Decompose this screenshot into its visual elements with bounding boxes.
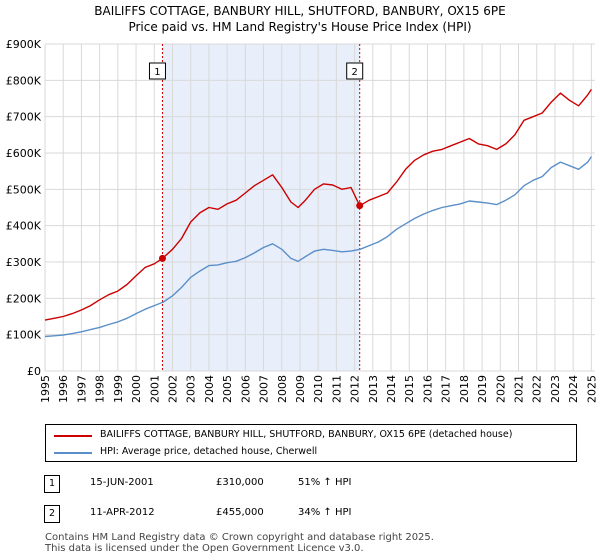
x-tick-label: 2022 [531,375,544,403]
y-tick-label: £400K [6,220,42,233]
x-tick-label: 2024 [567,375,580,403]
x-tick-label: 2003 [185,375,198,403]
x-tick-label: 2025 [585,375,598,403]
x-tick-label: 2023 [549,375,562,403]
sale-row-1: 1 15-JUN-2001 £310,000 51% ↑ HPI [0,475,600,495]
x-tick-label: 2012 [349,375,362,403]
y-tick-label: £200K [6,292,42,305]
y-tick-label: £700K [6,111,42,124]
x-tick-label: 2018 [458,375,471,403]
legend-label-hpi: HPI: Average price, detached house, Cher… [100,446,318,457]
x-tick-label: 2010 [312,375,325,403]
x-tick-label: 2009 [294,375,307,403]
legend-swatch-property [54,435,92,437]
sale-badge: 2 [44,505,60,523]
x-tick-label: 2006 [239,375,252,403]
y-tick-label: £900K [6,38,42,51]
legend-label-property: BAILIFFS COTTAGE, BANBURY HILL, SHUTFORD… [100,429,513,440]
sale-date: 15-JUN-2001 [90,477,154,488]
sale-hpi-change: 34% ↑ HPI [298,507,352,518]
y-tick-label: £800K [6,74,42,87]
sale-label-box [346,62,364,80]
sale-label: 2 [352,67,358,78]
sale-badge: 1 [44,475,60,493]
x-tick-label: 2000 [130,375,143,403]
sale-point [356,202,364,210]
x-tick-label: 1995 [39,375,52,403]
price-chart: 1 2 £0 £100K £200K £300K £400K £500K £600K £700K £… [6,38,599,403]
chart-title: BAILIFFS COTTAGE, BANBURY HILL, SHUTFORD… [94,4,506,18]
x-tick-label: 2017 [440,375,453,403]
sale-hpi-change: 51% ↑ HPI [298,477,352,488]
x-tick-label: 2015 [403,375,416,403]
ownership-shade [162,44,360,371]
sale-label: 1 [154,67,160,78]
sale-price: £310,000 [216,477,264,488]
sale-date: 11-APR-2012 [90,507,155,518]
chart-legend: BAILIFFS COTTAGE, BANBURY HILL, SHUTFORD… [45,424,577,462]
x-tick-label: 2020 [494,375,507,403]
sale-label-box [148,62,166,80]
chart-subtitle: Price paid vs. HM Land Registry's House … [128,20,472,34]
x-tick-label: 2014 [385,375,398,403]
x-tick-label: 2019 [476,375,489,403]
x-tick-label: 2001 [148,375,161,403]
x-tick-label: 1999 [112,375,125,403]
property-price-line [44,89,592,321]
x-tick-label: 2007 [258,375,271,403]
x-tick-label: 1998 [94,375,107,403]
y-tick-label: £600K [6,147,42,160]
sale-row-2: 2 11-APR-2012 £455,000 34% ↑ HPI [0,505,600,525]
x-tick-label: 2021 [513,375,526,403]
y-tick-label: £100K [6,329,42,342]
y-tick-label: £500K [6,183,42,196]
sale-price: £455,000 [216,507,264,518]
x-tick-label: 2004 [203,375,216,403]
legend-swatch-hpi [54,452,92,454]
x-tick-label: 2002 [166,375,179,403]
hpi-line [44,156,592,338]
x-tick-label: 2005 [221,375,234,403]
x-tick-label: 1996 [57,375,70,403]
footer-copyright: Contains HM Land Registry data © Crown c… [45,532,434,543]
x-tick-label: 1997 [75,375,88,403]
x-tick-label: 2011 [330,375,343,403]
x-tick-label: 2008 [276,375,289,403]
x-tick-label: 2013 [367,375,380,403]
x-tick-label: 2016 [421,375,434,403]
footer-license: This data is licensed under the Open Gov… [45,543,364,554]
sale-point [158,254,166,262]
y-tick-label: £300K [6,256,42,269]
y-tick-label: £0 [27,365,41,378]
